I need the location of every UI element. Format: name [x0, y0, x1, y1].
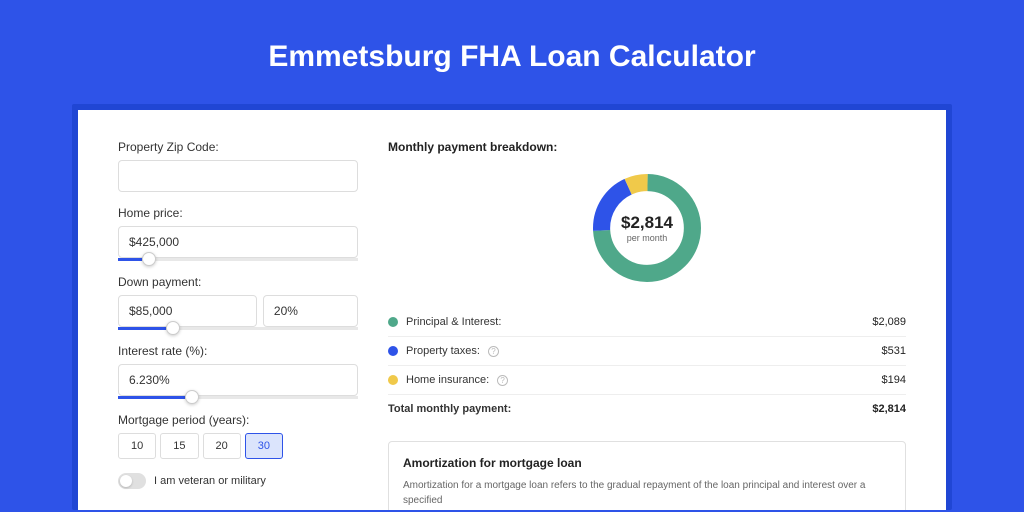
legend-value-insurance: $194	[882, 374, 906, 386]
veteran-toggle[interactable]	[118, 473, 146, 489]
mortgage-period-label: Mortgage period (years):	[118, 413, 358, 427]
zip-label: Property Zip Code:	[118, 140, 358, 154]
info-icon[interactable]: ?	[497, 375, 508, 386]
down-payment-group: Down payment:	[118, 275, 358, 330]
period-btn-15[interactable]: 15	[160, 433, 198, 459]
zip-input[interactable]	[118, 160, 358, 192]
interest-rate-input[interactable]	[118, 364, 358, 396]
down-payment-slider-thumb[interactable]	[166, 321, 180, 335]
legend-dot-principal	[388, 317, 398, 327]
legend-row-taxes: Property taxes: ? $531	[388, 337, 906, 366]
donut-total: $2,814	[621, 213, 673, 233]
card-edge: Property Zip Code: Home price: Down paym…	[72, 104, 952, 510]
info-icon[interactable]: ?	[488, 346, 499, 357]
down-payment-amount-input[interactable]	[118, 295, 257, 327]
interest-rate-group: Interest rate (%):	[118, 344, 358, 399]
breakdown-title: Monthly payment breakdown:	[388, 140, 906, 154]
legend-label-insurance: Home insurance:	[406, 374, 489, 386]
mortgage-period-options: 10 15 20 30	[118, 433, 358, 459]
interest-rate-slider-thumb[interactable]	[185, 390, 199, 404]
home-price-label: Home price:	[118, 206, 358, 220]
form-column: Property Zip Code: Home price: Down paym…	[118, 140, 358, 500]
down-payment-slider[interactable]	[118, 327, 358, 330]
legend-row-total: Total monthly payment: $2,814	[388, 395, 906, 423]
legend-row-insurance: Home insurance: ? $194	[388, 366, 906, 395]
donut-wrap: $2,814 per month	[388, 168, 906, 288]
legend-label-principal: Principal & Interest:	[406, 316, 501, 328]
page-background: Emmetsburg FHA Loan Calculator Property …	[0, 0, 1024, 512]
period-btn-30[interactable]: 30	[245, 433, 283, 459]
down-payment-pct-input[interactable]	[263, 295, 358, 327]
donut-sub: per month	[627, 233, 668, 243]
legend-dot-insurance	[388, 375, 398, 385]
amortization-box: Amortization for mortgage loan Amortizat…	[388, 441, 906, 510]
legend-label-total: Total monthly payment:	[388, 403, 511, 415]
page-title: Emmetsburg FHA Loan Calculator	[0, 40, 1024, 74]
zip-group: Property Zip Code:	[118, 140, 358, 192]
donut-chart: $2,814 per month	[587, 168, 707, 288]
interest-rate-label: Interest rate (%):	[118, 344, 358, 358]
interest-rate-slider[interactable]	[118, 396, 358, 399]
mortgage-period-group: Mortgage period (years): 10 15 20 30	[118, 413, 358, 459]
breakdown-column: Monthly payment breakdown: $2,814 per mo…	[388, 140, 906, 500]
legend-value-total: $2,814	[872, 403, 906, 415]
period-btn-10[interactable]: 10	[118, 433, 156, 459]
down-payment-label: Down payment:	[118, 275, 358, 289]
veteran-label: I am veteran or military	[154, 475, 266, 487]
legend-row-principal: Principal & Interest: $2,089	[388, 308, 906, 337]
legend-value-principal: $2,089	[872, 316, 906, 328]
home-price-slider-thumb[interactable]	[142, 252, 156, 266]
amortization-title: Amortization for mortgage loan	[403, 456, 891, 470]
donut-center: $2,814 per month	[587, 168, 707, 288]
amortization-text: Amortization for a mortgage loan refers …	[403, 478, 891, 508]
veteran-row: I am veteran or military	[118, 473, 358, 489]
home-price-group: Home price:	[118, 206, 358, 261]
legend-label-taxes: Property taxes:	[406, 345, 480, 357]
home-price-slider[interactable]	[118, 258, 358, 261]
veteran-toggle-knob	[120, 475, 132, 487]
calculator-card: Property Zip Code: Home price: Down paym…	[78, 110, 946, 510]
period-btn-20[interactable]: 20	[203, 433, 241, 459]
legend-value-taxes: $531	[882, 345, 906, 357]
legend-dot-taxes	[388, 346, 398, 356]
